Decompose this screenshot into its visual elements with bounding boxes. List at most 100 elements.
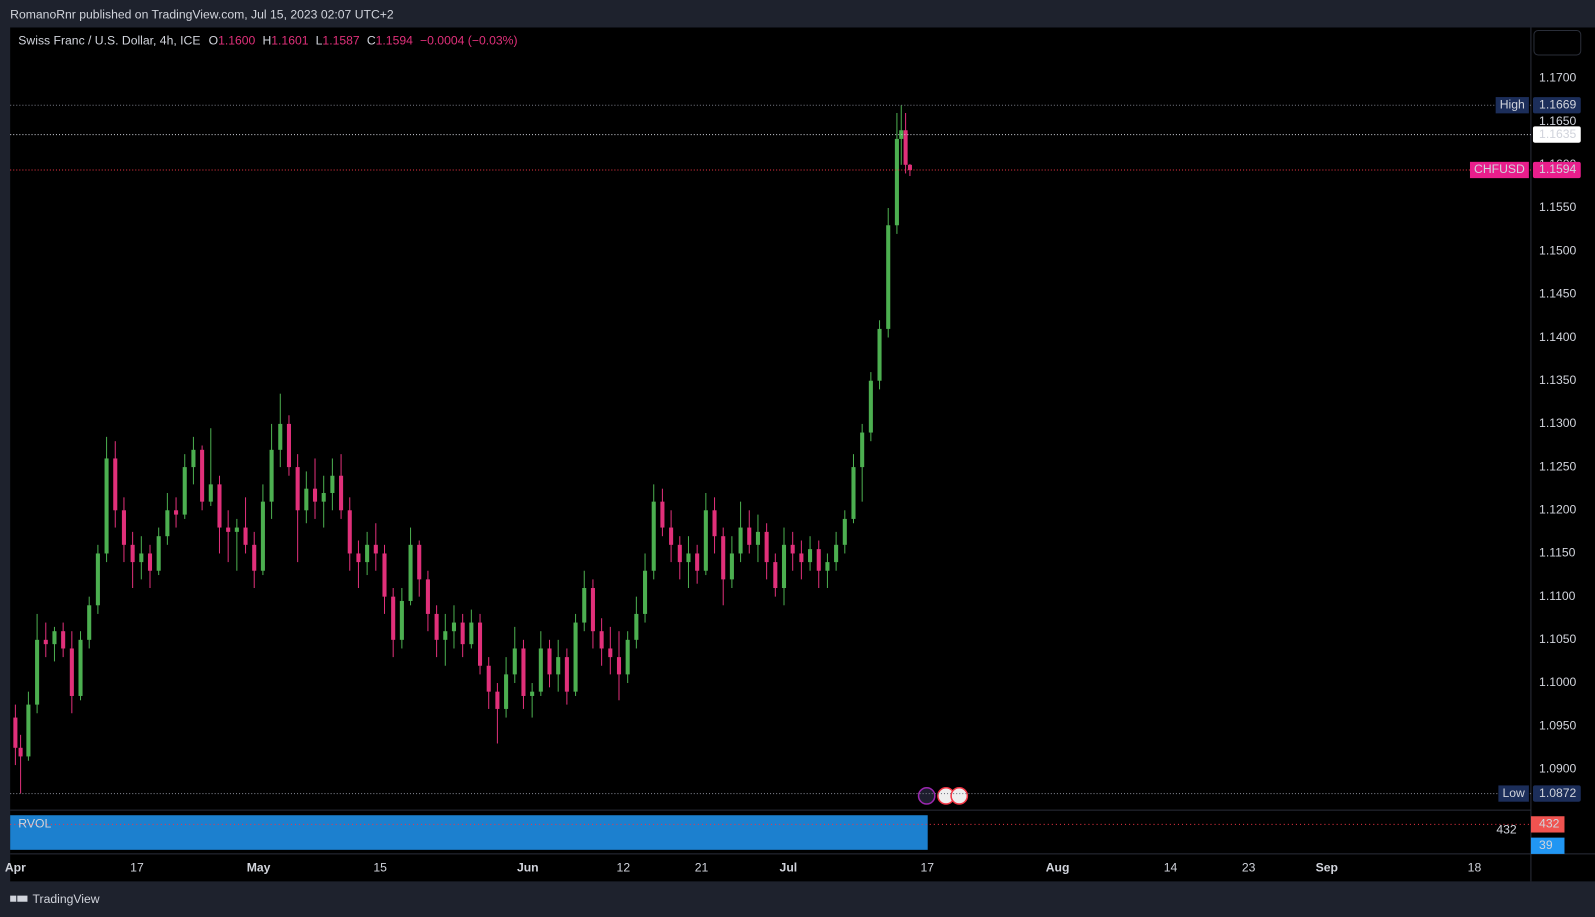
y-tick-label: 1.1350 [1539,373,1576,387]
ohlc-key: H [262,34,271,48]
candle-body [35,639,40,705]
candle-body [582,588,587,623]
candle-body [347,510,352,554]
candle-body [825,562,830,571]
ohlc-value: 1.1587 [322,34,359,48]
price-label: 1.1669 [1539,97,1576,111]
candle-body [156,536,161,571]
y-tick-label: 1.1650 [1539,114,1576,128]
rvol-value: 39 [1539,838,1553,852]
candle-body [13,717,18,748]
candle-body [460,622,465,645]
x-tick-label: 15 [373,860,387,874]
candle-body [677,544,682,563]
change: −0.0004 (−0.03%) [420,34,518,48]
candle-body [712,510,717,537]
candle-body [165,510,170,537]
x-tick-label: 21 [695,860,709,874]
candle-body [191,449,196,468]
ohlc-value: 1.1600 [218,34,255,48]
price-line-name: High [1500,97,1525,111]
candle-body [590,588,595,632]
candle-body [200,449,205,502]
candle-body [234,527,239,532]
y-tick-label: 1.1100 [1539,589,1576,603]
y-tick-label: 1.1000 [1539,675,1576,689]
candle-body [738,527,743,554]
candle-body [252,544,257,571]
candle-body [365,544,370,563]
candle-body [686,553,691,563]
publisher: RomanoRnr published on TradingView.com, … [10,7,394,21]
x-tick-label: Jun [517,860,539,874]
candle-body [903,130,908,165]
price-box [1532,785,1581,802]
x-tick-label: May [247,860,271,874]
candle-body [599,631,604,649]
y-tick-label: 1.1700 [1539,71,1576,85]
y-tick-label: 1.0900 [1539,762,1576,776]
x-tick-label: 18 [1468,860,1482,874]
candle-body [278,423,283,450]
candle-body [182,467,187,515]
candle-body [295,467,300,511]
candle-body [434,613,439,640]
candle-body [799,553,804,563]
candle-body [808,549,813,563]
candle-body [43,639,48,645]
candle-body [174,510,179,515]
candle-body [851,467,856,519]
legend: Swiss Franc / U.S. Dollar, 4h, ICE O1.160… [18,34,517,48]
ohlc-value: 1.1601 [271,34,308,48]
price-box [1532,161,1581,179]
candle-body [877,328,882,381]
candle-body [330,475,335,494]
candle-body [781,544,787,589]
y-tick-label: 1.1250 [1539,459,1576,473]
symbol: Swiss Franc / U.S. Dollar, 4h, ICE [18,34,200,48]
axis-button[interactable] [1533,30,1582,56]
rvol-value: 432 [1539,817,1560,831]
candle-body [512,648,517,675]
x-tick-label: 14 [1164,860,1178,874]
candle-body [130,544,135,563]
candle-body [729,553,734,580]
y-tick-label: 1.1550 [1539,200,1576,214]
candle-body [790,544,795,554]
x-tick-label: Apr [5,860,26,874]
price-box [1532,126,1581,143]
candle-body [868,380,873,433]
candle-body [391,596,396,640]
candle-body [356,553,361,563]
candle-body [226,527,231,532]
price-line-name: Low [1502,786,1525,800]
candle-body [69,648,74,696]
y-tick-label: 1.1050 [1539,632,1576,646]
candle-body [616,657,622,675]
candle-body [78,639,83,696]
candle-body [208,484,213,502]
candle-body [773,562,778,589]
price-line-name-box [1498,785,1529,802]
y-tick-label: 1.1150 [1539,546,1576,560]
candle-body [660,501,665,528]
candle-body [425,579,430,614]
candle-body [469,622,474,645]
y-tick-label: 1.1200 [1539,502,1576,516]
x-tick-label: Aug [1046,860,1070,874]
candle-body [842,518,847,545]
candle-body [816,549,821,571]
candle-body [260,501,265,571]
price-line-name-box [1469,161,1529,179]
candle-body [899,130,904,139]
x-tick-label: Jul [780,860,798,874]
candle-body [886,225,891,329]
price-line-name: CHFUSD [1474,162,1525,176]
candle-body [113,458,118,511]
candle-body [495,691,500,709]
candle-body [564,657,569,692]
candle-body [547,648,552,675]
candle-body [860,432,865,468]
